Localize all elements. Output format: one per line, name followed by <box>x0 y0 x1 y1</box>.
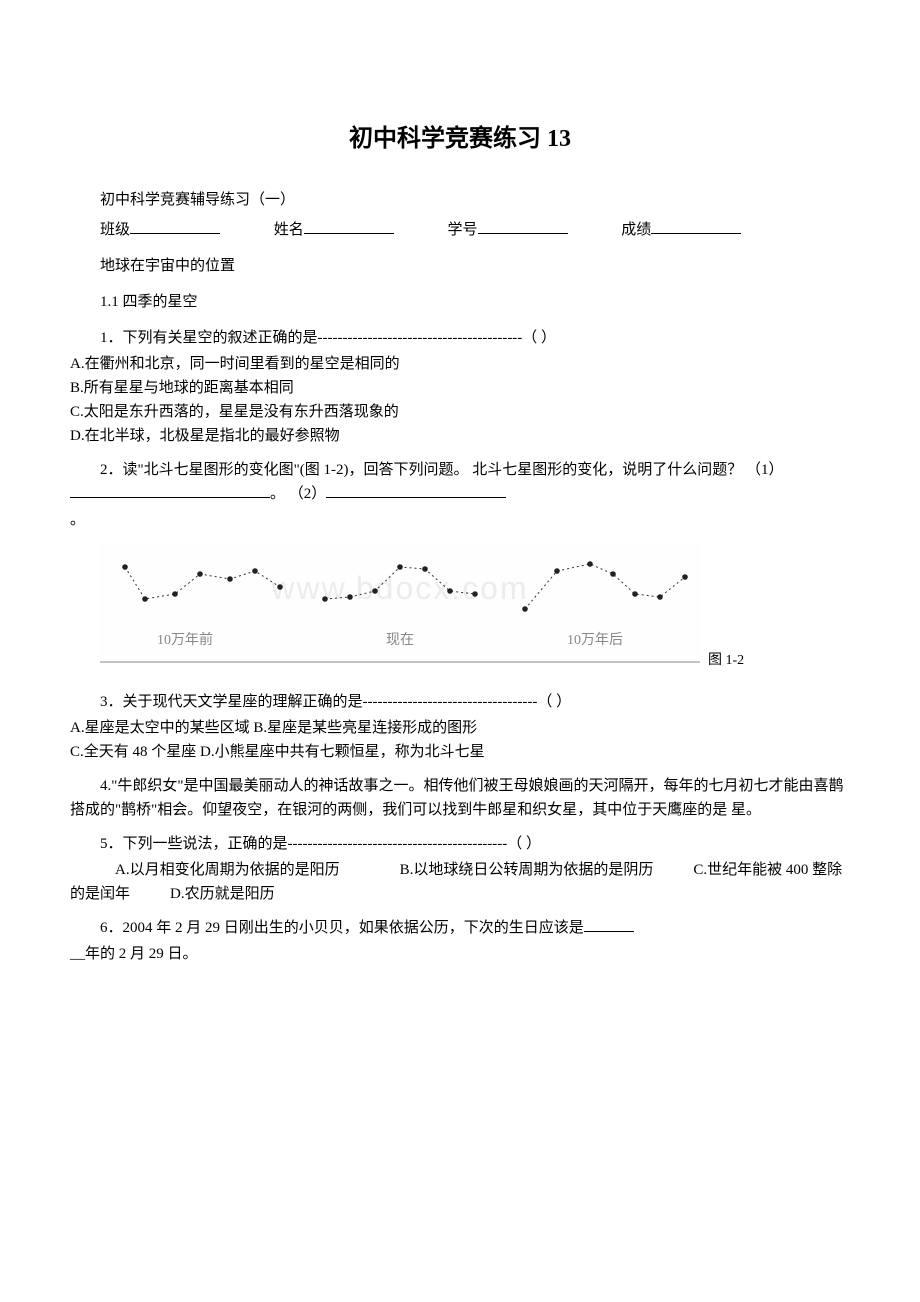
subsection-heading: 1.1 四季的星空 <box>70 290 850 314</box>
q5-stem: 5．下列一些说法，正确的是---------------------------… <box>70 832 850 856</box>
q3-line-cd: C.全天有 48 个星座 D.小熊星座中共有七颗恒星，称为北斗七星 <box>70 740 850 764</box>
subtitle: 初中科学竞赛辅导练习（一） <box>70 188 850 212</box>
name-label: 姓名 <box>274 222 304 238</box>
caption-now: 现在 <box>386 632 414 648</box>
q3-stem: 3．关于现代天文学星座的理解正确的是----------------------… <box>70 690 850 714</box>
q1-option-c: C.太阳是东升西落的，星星是没有东升西落现象的 <box>70 400 850 424</box>
number-label: 学号 <box>448 222 478 238</box>
q1-stem: 1．下列有关星空的叙述正确的是-------------------------… <box>70 326 850 350</box>
q5-option-b: B.以地球绕日公转周期为依据的是阴历 <box>400 862 654 878</box>
q6-text-1: 6．2004 年 2 月 29 日刚出生的小贝贝，如果依据公历，下次的生日应该是 <box>100 920 584 936</box>
score-label: 成绩 <box>621 222 651 238</box>
big-dipper-diagram: www.bdocx.com 10万年前 现在 10万年后 <box>100 544 700 664</box>
watermark-text: www.bdocx.com <box>270 570 528 606</box>
figure-label: 图 1-2 <box>708 653 744 668</box>
page-title: 初中科学竞赛练习 13 <box>70 120 850 158</box>
q1-option-b: B.所有星星与地球的距离基本相同 <box>70 376 850 400</box>
student-info-row: 班级 姓名 学号 成绩 <box>70 218 850 242</box>
q5-option-d: D.农历就是阳历 <box>170 886 275 902</box>
q2-stem: 2．读"北斗七星图形的变化图"(图 1-2)，回答下列问题。 北斗七星图形的变化… <box>70 458 850 506</box>
q5-options: A.以月相变化周期为依据的是阳历B.以地球绕日公转周期为依据的是阴历C.世纪年能… <box>70 858 850 906</box>
q6-text: 6．2004 年 2 月 29 日刚出生的小贝贝，如果依据公历，下次的生日应该是 <box>70 916 850 940</box>
q1-option-d: D.在北半球，北极星是指北的最好参照物 <box>70 424 850 448</box>
class-label: 班级 <box>100 222 130 238</box>
caption-past: 10万年前 <box>157 631 213 648</box>
q2-text-2: 。 （2） <box>270 486 326 502</box>
q3-line-ab: A.星座是太空中的某些区域 B.星座是某些亮星连接形成的图形 <box>70 716 850 740</box>
q4-text: 4."牛郎织女"是中国最美丽动人的神话故事之一。相传他们被王母娘娘画的天河隔开，… <box>70 774 850 822</box>
q2-text-1: 2．读"北斗七星图形的变化图"(图 1-2)，回答下列问题。 北斗七星图形的变化… <box>100 462 784 478</box>
q5-option-a: A.以月相变化周期为依据的是阳历 <box>115 862 340 878</box>
q1-option-a: A.在衢州和北京，同一时间里看到的星空是相同的 <box>70 352 850 376</box>
q2-end: 。 <box>70 508 850 532</box>
q6-text-2: 年的 2 月 29 日。 <box>85 946 198 962</box>
figure-1-2: www.bdocx.com 10万年前 现在 10万年后 图 1-2 <box>70 544 850 672</box>
caption-future: 10万年后 <box>567 632 623 648</box>
q6-text-end: __年的 2 月 29 日。 <box>70 942 850 966</box>
topic-heading: 地球在宇宙中的位置 <box>70 254 850 278</box>
